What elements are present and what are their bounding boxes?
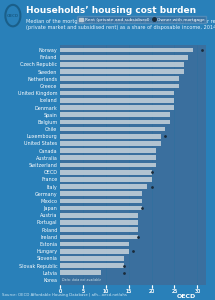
Bar (60, 235, 138, 239)
Bar (60, 76, 179, 81)
Legend: Rent (private and subsidised), Owner with mortgage: Rent (private and subsidised), Owner wit… (77, 16, 206, 23)
Bar (60, 256, 124, 261)
Bar (60, 98, 174, 103)
Bar (60, 270, 101, 275)
Bar (60, 120, 170, 124)
Text: OECD: OECD (7, 14, 19, 18)
Bar (60, 84, 179, 88)
Bar (60, 69, 184, 74)
Bar (60, 177, 152, 182)
Bar (60, 206, 142, 210)
Bar (60, 213, 138, 218)
Bar (60, 55, 188, 60)
Bar (60, 227, 138, 232)
Bar (60, 91, 174, 95)
Bar (60, 112, 170, 117)
Bar (60, 184, 147, 189)
Bar (60, 170, 152, 175)
Bar (60, 62, 184, 67)
Bar (60, 199, 142, 203)
Text: Households’ housing cost burden: Households’ housing cost burden (26, 6, 196, 15)
Bar (60, 134, 161, 139)
Text: Median of the mortgage (principal repayment and interest payments) or rent burde: Median of the mortgage (principal repaym… (26, 19, 215, 30)
Bar (60, 105, 174, 110)
Bar (60, 155, 156, 160)
Bar (60, 141, 161, 146)
Bar (60, 148, 156, 153)
Bar (60, 48, 193, 52)
Bar (60, 263, 124, 268)
Text: OECD: OECD (176, 293, 196, 298)
Text: Data: data not available: Data: data not available (63, 278, 102, 282)
Bar (60, 220, 138, 225)
Bar (60, 242, 129, 246)
Bar (60, 191, 142, 196)
Bar (60, 249, 129, 254)
Bar (60, 127, 165, 131)
Bar (60, 163, 156, 167)
Text: Source: OECD Affordable Housing Database | afh...oecd.net/ahs: Source: OECD Affordable Housing Database… (2, 293, 127, 297)
